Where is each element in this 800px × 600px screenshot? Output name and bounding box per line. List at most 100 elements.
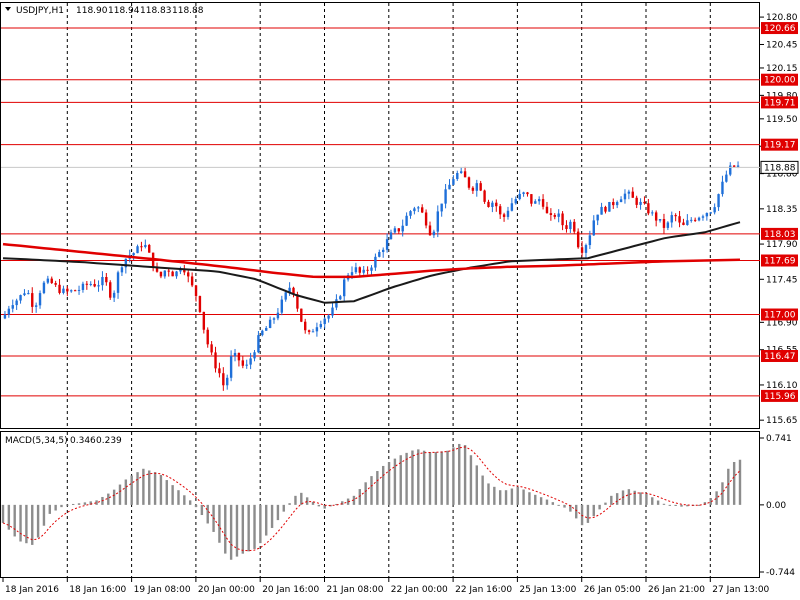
candle-body — [729, 165, 732, 175]
candle-body — [93, 283, 96, 287]
candle-body — [187, 272, 190, 277]
candle-body — [573, 221, 576, 232]
candle-body — [136, 246, 139, 254]
macd-bar — [709, 498, 712, 505]
candle-body — [428, 225, 432, 236]
macd-bar — [224, 504, 227, 554]
macd-bar — [171, 485, 174, 505]
candle-body — [651, 212, 654, 214]
candle-body — [444, 189, 447, 204]
macd-bar — [569, 504, 572, 512]
candle-body — [300, 308, 303, 322]
price-tick-label: 120.80 — [766, 13, 798, 23]
macd-bar — [13, 504, 16, 537]
level-label-box — [761, 138, 798, 151]
macd-bar — [422, 450, 426, 505]
candle-body — [495, 202, 498, 207]
candle-body — [705, 213, 709, 217]
candle-body — [73, 290, 77, 292]
candle-body — [612, 202, 615, 206]
level-label-text: 118.03 — [764, 230, 796, 240]
chart-header: USDJPY,H1 118.90 118.94 118.83 118.88 — [5, 6, 204, 16]
candle-body — [440, 203, 443, 212]
macd-bar — [36, 504, 40, 538]
candle-body — [70, 290, 73, 292]
candle-body — [124, 258, 128, 268]
macd-bar — [25, 504, 28, 544]
candle-body — [448, 184, 451, 190]
candle-body — [463, 171, 467, 178]
candle-body — [565, 225, 568, 230]
macd-bar — [610, 495, 613, 505]
candle-body — [280, 299, 284, 313]
candle-body — [666, 222, 670, 228]
macd-bar — [458, 443, 461, 505]
candle-body — [42, 282, 46, 294]
macd-bar — [715, 491, 718, 505]
macd-bar — [148, 470, 151, 505]
macd-bar — [282, 504, 285, 512]
macd-bar — [381, 465, 385, 505]
candle-body — [526, 192, 529, 195]
candle-body — [311, 331, 315, 333]
candle-body — [541, 199, 545, 207]
candle-body — [66, 288, 69, 292]
candle-body — [436, 211, 439, 232]
time-label: 18 Jan 2016 — [5, 585, 59, 595]
price-tick-label: 118.35 — [766, 205, 798, 215]
candle-body — [693, 219, 697, 221]
candle-body — [343, 279, 346, 297]
level-label-text: 119.17 — [764, 141, 796, 151]
open-value: 118.90 — [76, 6, 108, 16]
candle-body — [459, 171, 463, 173]
candle-body — [639, 201, 642, 205]
candle-body — [77, 289, 81, 291]
candle-body — [537, 199, 541, 202]
candle-body — [502, 214, 506, 217]
candle-body — [167, 270, 170, 272]
macd-bar — [662, 503, 666, 505]
price-tick-label: 120.45 — [766, 40, 798, 50]
candle-body — [366, 269, 369, 271]
candle-body — [635, 197, 638, 205]
macd-bar — [376, 471, 379, 505]
candle-body — [580, 247, 584, 253]
candle-body — [456, 172, 459, 180]
macd-bar — [48, 504, 51, 514]
candle-body — [89, 283, 92, 285]
macd-bar — [229, 504, 233, 560]
candle-body — [362, 269, 365, 273]
macd-bar — [475, 465, 478, 505]
dropdown-triangle-icon[interactable] — [5, 7, 11, 11]
candle-body — [97, 285, 100, 287]
macd-bar — [77, 503, 81, 505]
candle-body — [413, 208, 416, 212]
time-label: 20 Jan 00:00 — [198, 585, 255, 595]
price-tick-label: 117.90 — [766, 240, 798, 250]
macd-bar — [516, 486, 519, 505]
candle-body — [284, 292, 287, 300]
level-label-text: 116.47 — [764, 352, 796, 362]
price-panel-frame — [0, 2, 760, 429]
macd-bar — [586, 504, 590, 523]
candle-body — [467, 177, 471, 188]
candle-body — [276, 312, 280, 319]
candle-body — [296, 294, 299, 309]
macd-bar — [539, 497, 543, 505]
candle-body — [19, 295, 22, 301]
candle-body — [549, 213, 553, 215]
macd-bar — [528, 492, 531, 505]
candle-body — [424, 212, 428, 226]
candle-body — [315, 327, 319, 332]
macd-bar — [71, 503, 75, 505]
macd-bar — [592, 504, 595, 517]
candle-body — [393, 228, 397, 233]
macd-histogram — [1, 443, 742, 560]
candle-body — [732, 165, 736, 167]
macd-bar — [651, 497, 654, 505]
macd-bar — [265, 504, 268, 536]
level-label-text: 120.00 — [764, 76, 796, 86]
candle-body — [397, 228, 400, 232]
level-label-text: 120.66 — [764, 24, 796, 34]
